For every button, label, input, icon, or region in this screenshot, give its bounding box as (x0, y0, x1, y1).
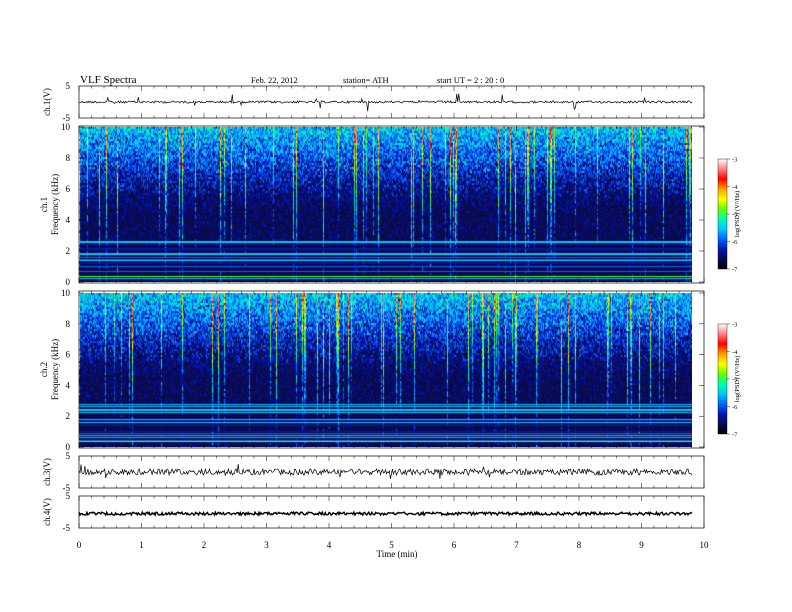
ch4-wave-ytick-bottom: -5 (63, 523, 71, 533)
ch3-wave-ytick-top: 5 (66, 451, 71, 461)
start-time-label: start UT = 2 : 20 : 0 (437, 75, 504, 85)
ch1-spec-cb-tick-label: -5 (732, 212, 737, 219)
ch4-wave-trace (78, 510, 693, 517)
ch2-spec-ytick: 10 (61, 288, 71, 298)
x-tick-label: 3 (264, 540, 269, 550)
ch2-spec-ytick: 8 (66, 319, 71, 329)
ch2-spec-ytick: 4 (66, 380, 71, 390)
x-tick-label: 0 (77, 540, 82, 550)
ch1-wave-trace (79, 93, 693, 112)
ch2-spec-cb-tick-label: -3 (732, 322, 737, 329)
ch2-spec-ytick: 6 (66, 350, 71, 360)
ch1-spec-ytick: 8 (66, 153, 71, 163)
ch1-spec-cb-tick-label: -4 (732, 184, 738, 191)
ch2-spec-colorbar (717, 323, 728, 435)
x-tick-label: 6 (452, 540, 457, 550)
ch1-spec-cb-tick-label: -7 (732, 267, 738, 274)
ch2-spectrogram (79, 293, 692, 447)
ch3-wave-ytick-bottom: -5 (63, 483, 71, 493)
waveform-traces (78, 93, 693, 517)
ch2-spec-ytick: 0 (66, 442, 71, 452)
ch1-spec-cb-tick-label: -3 (732, 157, 737, 164)
figure-title: VLF Spectra (80, 74, 137, 86)
ch2-spec-cb-tick-label: -7 (732, 432, 738, 439)
date-label: Feb. 22, 2012 (251, 75, 298, 85)
ch1-spec-image (79, 127, 692, 282)
ch3-wave-trace (78, 464, 693, 480)
ch2-spec-image (79, 293, 692, 447)
x-tick-label: 2 (202, 540, 207, 550)
ch4-wave-ylabel: ch.4(V) (42, 498, 52, 526)
ch1-wave-ylabel: ch.1(V) (42, 88, 52, 116)
ch1-spectrogram (79, 127, 692, 282)
ch2-spec-ylabel-channel: ch.2 (39, 362, 49, 377)
colorbars: -3 -4 -5 -6 -7 log(PSD) (V²/Hz) -3 -4 -5 -6 -7 log(… (717, 157, 741, 439)
ch1-spec-colorbar-label: log(PSD) (V²/Hz) (734, 191, 741, 238)
x-tick-label: 8 (577, 540, 582, 550)
x-tick-label: 1 (139, 540, 144, 550)
x-tick-label: 5 (389, 540, 394, 550)
ch1-spec-ytick: 4 (66, 215, 71, 225)
x-tick-label: 9 (639, 540, 644, 550)
ch1-spec-ytick: 0 (66, 277, 71, 287)
x-tick-label: 7 (514, 540, 519, 550)
ch2-spec-cb-tick-label: -5 (732, 377, 737, 384)
ch2-spec-colorbar-label: log(PSD) (V²/Hz) (734, 356, 741, 403)
ch1-spec-colorbar (717, 158, 728, 270)
ch2-spec-cb-tick-label: -6 (732, 404, 738, 411)
ch1-spec-ytick: 6 (66, 184, 71, 194)
ch2-spec-cb-tick-label: -4 (732, 349, 738, 356)
x-tick-label: 4 (327, 540, 332, 550)
ch1-spec-ytick: 2 (66, 246, 71, 256)
ch3-wave-ylabel: ch.3(V) (42, 458, 52, 486)
station-label: station= ATH (343, 75, 389, 85)
ch1-spec-ytick: 10 (61, 122, 71, 132)
ch4-wave-ytick-top: 5 (66, 491, 71, 501)
ch1-spec-ylabel-frequency: Frequency (kHz) (50, 174, 60, 235)
ch2-spec-ylabel-frequency: Frequency (kHz) (50, 339, 60, 400)
ch1-wave-ytick-bottom: -5 (63, 113, 71, 123)
ch1-spec-cb-tick-label: -6 (732, 239, 738, 246)
ch1-spec-ylabel-channel: ch.1 (39, 197, 49, 212)
ch2-spec-ytick: 2 (66, 411, 71, 421)
x-axis-label: Time (min) (377, 549, 418, 559)
x-tick-label: 10 (700, 540, 710, 550)
ch1-wave-ytick-top: 5 (66, 81, 71, 91)
